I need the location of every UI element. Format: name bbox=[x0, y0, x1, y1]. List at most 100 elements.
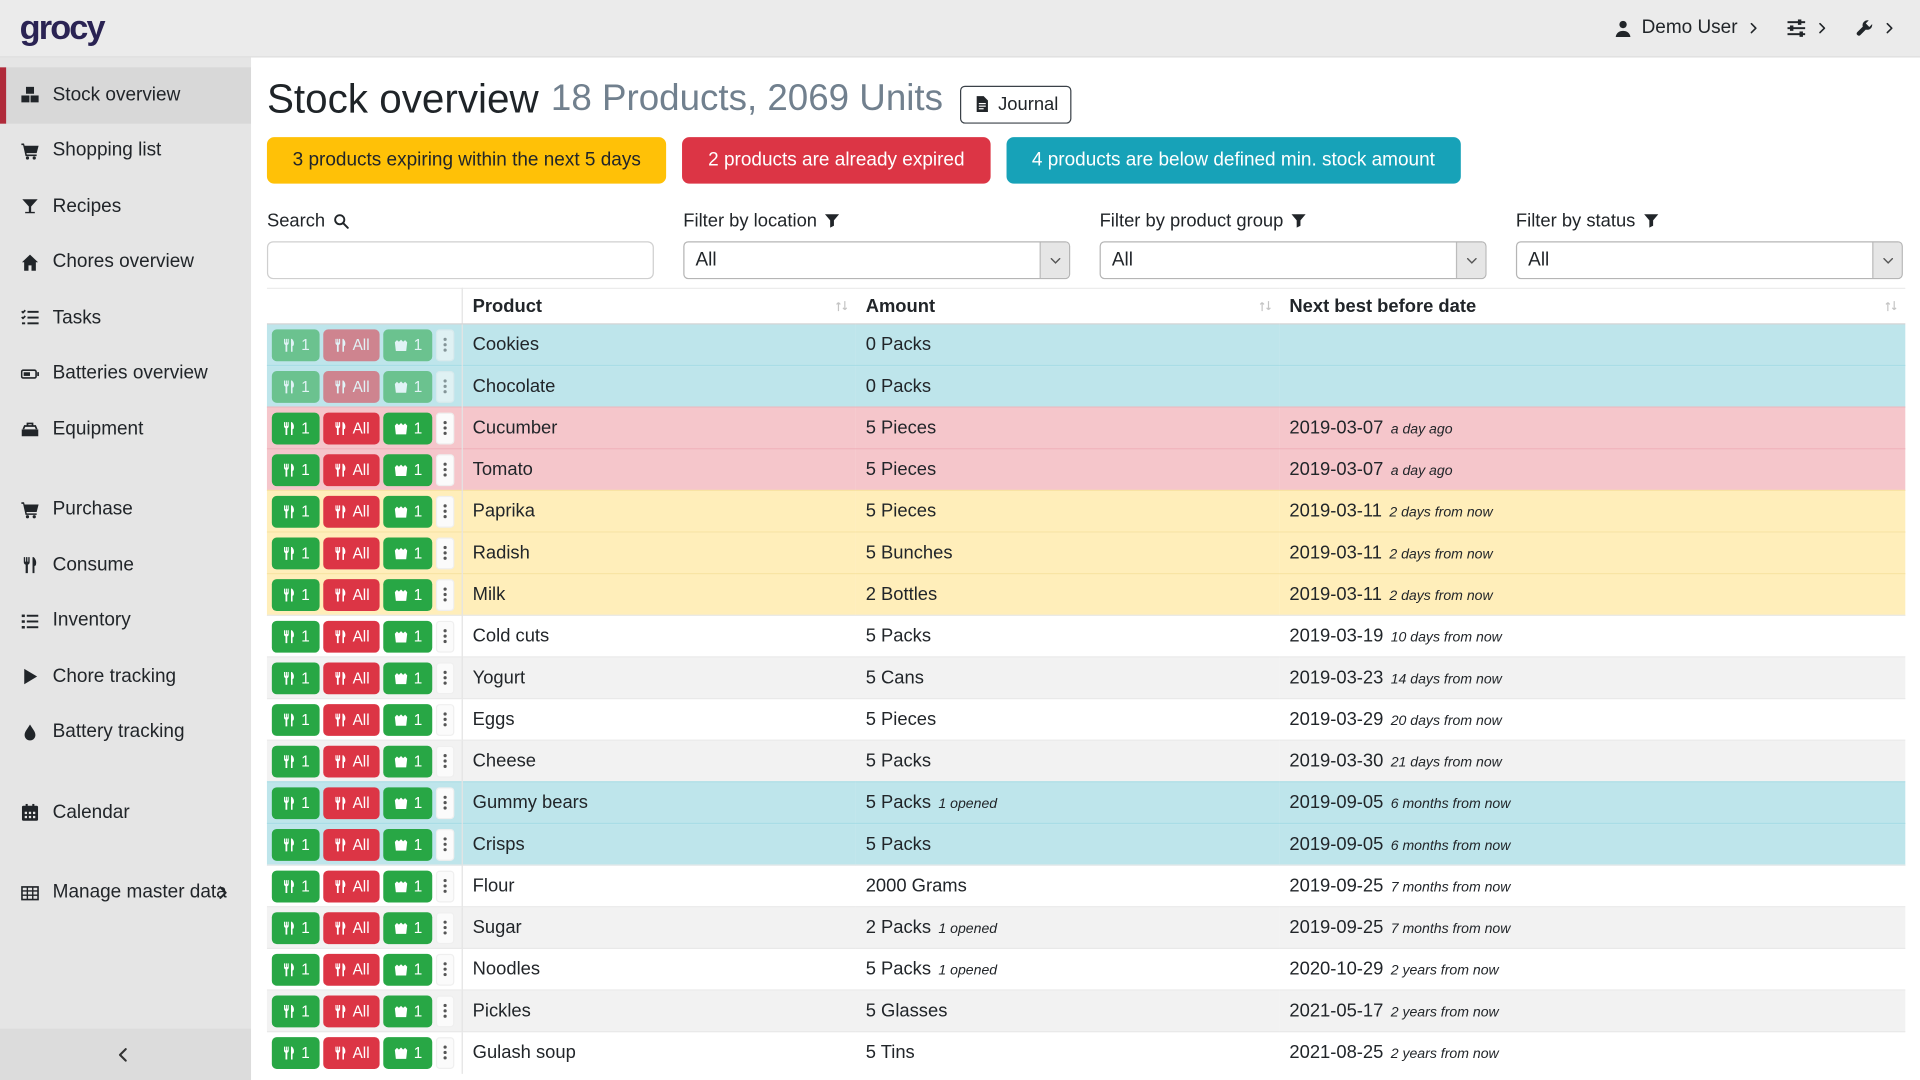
sidebar-item-manage-master-data[interactable]: Manage master data bbox=[0, 865, 251, 921]
consume-one-button[interactable]: 1 bbox=[271, 578, 320, 611]
consume-one-button[interactable]: 1 bbox=[271, 870, 320, 902]
row-menu-button[interactable] bbox=[435, 536, 455, 569]
row-menu-button[interactable] bbox=[435, 453, 455, 486]
admin-menu[interactable] bbox=[1855, 19, 1895, 37]
stock-alert[interactable]: 3 products expiring within the next 5 da… bbox=[266, 137, 667, 184]
sidebar-item-recipes[interactable]: Recipes bbox=[0, 179, 251, 235]
consume-one-button[interactable]: 1 bbox=[271, 745, 320, 777]
consume-all-button[interactable]: All bbox=[323, 911, 380, 944]
consume-one-button[interactable]: 1 bbox=[271, 828, 320, 861]
status-select[interactable]: All bbox=[1515, 241, 1903, 280]
consume-all-button[interactable]: All bbox=[323, 661, 380, 694]
stock-alert[interactable]: 2 products are already expired bbox=[682, 137, 991, 184]
open-one-button[interactable]: 1 bbox=[383, 578, 433, 611]
row-menu-button[interactable] bbox=[435, 828, 455, 861]
sidebar-item-chore-tracking[interactable]: Chore tracking bbox=[0, 649, 251, 705]
row-menu-button[interactable] bbox=[435, 578, 455, 611]
sidebar-item-tasks[interactable]: Tasks bbox=[0, 290, 251, 346]
open-one-button[interactable]: 1 bbox=[383, 786, 433, 819]
product-group-select[interactable]: All bbox=[1099, 241, 1487, 280]
row-menu-button[interactable] bbox=[435, 994, 455, 1027]
row-menu-button[interactable] bbox=[435, 745, 455, 777]
open-one-button[interactable]: 1 bbox=[383, 953, 433, 986]
row-menu-button[interactable] bbox=[435, 786, 455, 819]
open-one-button[interactable]: 1 bbox=[383, 703, 433, 736]
consume-one-button[interactable]: 1 bbox=[271, 412, 320, 444]
row-menu-button[interactable] bbox=[435, 328, 455, 361]
search-input[interactable] bbox=[266, 241, 654, 280]
consume-all-button[interactable]: All bbox=[323, 412, 380, 444]
consume-all-button[interactable]: All bbox=[323, 953, 380, 986]
consume-all-button[interactable]: All bbox=[323, 994, 380, 1027]
sidebar-item-calendar[interactable]: Calendar bbox=[0, 785, 251, 841]
consume-all-button[interactable]: All bbox=[323, 370, 380, 403]
open-one-button[interactable]: 1 bbox=[383, 1036, 433, 1069]
consume-one-button[interactable]: 1 bbox=[271, 1036, 320, 1069]
consume-one-button[interactable]: 1 bbox=[271, 953, 320, 986]
consume-one-button[interactable]: 1 bbox=[271, 453, 320, 486]
user-menu[interactable]: Demo User bbox=[1613, 17, 1759, 39]
row-menu-button[interactable] bbox=[435, 620, 455, 653]
sidebar-item-purchase[interactable]: Purchase bbox=[0, 482, 251, 538]
location-select[interactable]: All bbox=[683, 241, 1071, 280]
consume-one-button[interactable]: 1 bbox=[271, 328, 320, 361]
consume-one-button[interactable]: 1 bbox=[271, 495, 320, 528]
sidebar-item-batteries-overview[interactable]: Batteries overview bbox=[0, 346, 251, 402]
consume-all-button[interactable]: All bbox=[323, 870, 380, 902]
open-one-button[interactable]: 1 bbox=[383, 911, 433, 944]
sidebar-item-shopping-list[interactable]: Shopping list bbox=[0, 123, 251, 179]
open-one-button[interactable]: 1 bbox=[383, 370, 433, 403]
consume-all-button[interactable]: All bbox=[323, 745, 380, 777]
consume-one-button[interactable]: 1 bbox=[271, 703, 320, 736]
consume-one-button[interactable]: 1 bbox=[271, 370, 320, 403]
row-menu-button[interactable] bbox=[435, 495, 455, 528]
consume-all-button[interactable]: All bbox=[323, 578, 380, 611]
sidebar-item-equipment[interactable]: Equipment bbox=[0, 402, 251, 458]
consume-all-button[interactable]: All bbox=[323, 536, 380, 569]
column-header-amount[interactable]: Amount bbox=[855, 287, 1280, 325]
open-one-button[interactable]: 1 bbox=[383, 453, 433, 486]
stock-alert[interactable]: 4 products are below defined min. stock … bbox=[1006, 137, 1461, 184]
consume-one-button[interactable]: 1 bbox=[271, 620, 320, 653]
sidebar-item-consume[interactable]: Consume bbox=[0, 538, 251, 594]
consume-one-button[interactable]: 1 bbox=[271, 536, 320, 569]
open-one-button[interactable]: 1 bbox=[383, 828, 433, 861]
consume-all-button[interactable]: All bbox=[323, 828, 380, 861]
open-one-button[interactable]: 1 bbox=[383, 745, 433, 777]
app-logo[interactable]: grocy bbox=[19, 8, 106, 47]
consume-all-button[interactable]: All bbox=[323, 1036, 380, 1069]
open-one-button[interactable]: 1 bbox=[383, 536, 433, 569]
open-one-button[interactable]: 1 bbox=[383, 620, 433, 653]
consume-one-button[interactable]: 1 bbox=[271, 786, 320, 819]
row-menu-button[interactable] bbox=[435, 870, 455, 902]
journal-button[interactable]: Journal bbox=[960, 85, 1072, 124]
sidebar-item-chores-overview[interactable]: Chores overview bbox=[0, 234, 251, 290]
consume-all-button[interactable]: All bbox=[323, 786, 380, 819]
row-menu-button[interactable] bbox=[435, 661, 455, 694]
open-one-button[interactable]: 1 bbox=[383, 870, 433, 902]
sidebar-item-inventory[interactable]: Inventory bbox=[0, 593, 251, 649]
column-header-product[interactable]: Product bbox=[462, 287, 856, 325]
open-one-button[interactable]: 1 bbox=[383, 661, 433, 694]
consume-one-button[interactable]: 1 bbox=[271, 911, 320, 944]
consume-one-button[interactable]: 1 bbox=[271, 994, 320, 1027]
consume-all-button[interactable]: All bbox=[323, 620, 380, 653]
consume-all-button[interactable]: All bbox=[323, 328, 380, 361]
column-header-next-best-before-date[interactable]: Next best before date bbox=[1279, 287, 1906, 325]
row-menu-button[interactable] bbox=[435, 1036, 455, 1069]
consume-all-button[interactable]: All bbox=[323, 495, 380, 528]
consume-all-button[interactable]: All bbox=[323, 453, 380, 486]
row-menu-button[interactable] bbox=[435, 370, 455, 403]
sidebar-item-battery-tracking[interactable]: Battery tracking bbox=[0, 705, 251, 761]
open-one-button[interactable]: 1 bbox=[383, 328, 433, 361]
row-menu-button[interactable] bbox=[435, 953, 455, 986]
sidebar-item-stock-overview[interactable]: Stock overview bbox=[0, 67, 252, 124]
open-one-button[interactable]: 1 bbox=[383, 412, 433, 444]
row-menu-button[interactable] bbox=[435, 911, 455, 944]
row-menu-button[interactable] bbox=[435, 412, 455, 444]
consume-all-button[interactable]: All bbox=[323, 703, 380, 736]
open-one-button[interactable]: 1 bbox=[383, 994, 433, 1027]
row-menu-button[interactable] bbox=[435, 703, 455, 736]
consume-one-button[interactable]: 1 bbox=[271, 661, 320, 694]
settings-menu[interactable] bbox=[1787, 18, 1829, 38]
